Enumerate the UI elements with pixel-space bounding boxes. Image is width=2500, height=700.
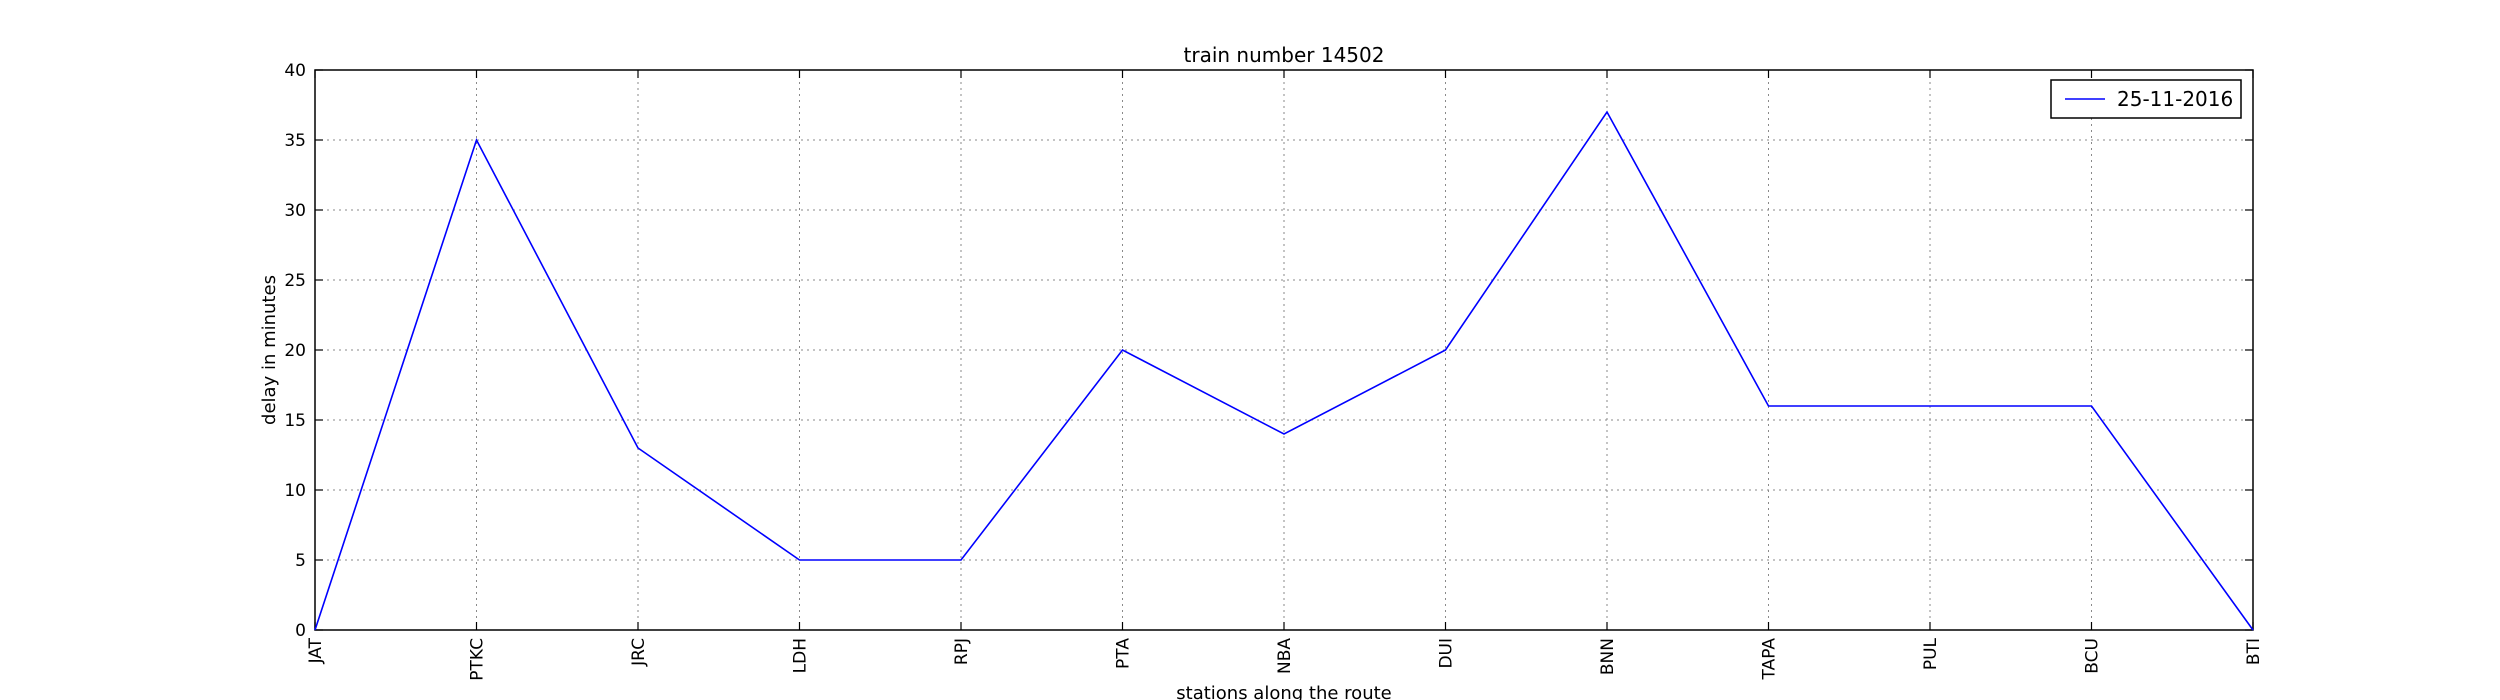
x-tick-label: PUL	[1921, 637, 1941, 670]
y-tick-label: 10	[284, 481, 306, 501]
grid	[314, 69, 2254, 631]
y-tick-label: 20	[284, 341, 306, 361]
x-tick-label: RPJ	[952, 638, 972, 665]
data-point	[1928, 404, 1932, 408]
x-tick-label: NBA	[1275, 638, 1295, 674]
x-tick-label: BTI	[2244, 638, 2264, 665]
x-tick-label: LDH	[791, 638, 811, 673]
data-point	[2251, 628, 2255, 632]
series-line	[314, 110, 2254, 631]
y-tick-label: 30	[284, 201, 306, 221]
legend: 25-11-2016	[2050, 79, 2242, 119]
x-tick-label: BCU	[2083, 638, 2103, 674]
axes	[314, 69, 2254, 631]
data-point	[636, 446, 640, 450]
data-point	[1121, 348, 1125, 352]
y-tick-label: 15	[284, 411, 306, 431]
data-point	[313, 628, 317, 632]
y-tick-label: 25	[284, 271, 306, 291]
y-tick-label: 5	[295, 551, 306, 571]
x-tick-label: JRC	[629, 638, 649, 667]
x-tick-label: JAT	[306, 637, 326, 664]
chart-title: train number 14502	[1184, 43, 1385, 67]
y-tick-label: 40	[284, 61, 306, 81]
x-tick-label: DUI	[1437, 638, 1457, 669]
y-tick-label: 35	[284, 131, 306, 151]
y-axis-title: delay in minutes	[259, 275, 280, 425]
x-tick-label: PTA	[1114, 638, 1134, 669]
y-tick-label: 0	[295, 621, 306, 641]
data-point	[475, 138, 479, 142]
data-point	[798, 558, 802, 562]
data-point	[1767, 404, 1771, 408]
legend-label: 25-11-2016	[2117, 87, 2233, 111]
data-point	[1444, 348, 1448, 352]
data-point	[2090, 404, 2094, 408]
labels: train number 14502 stations along the ro…	[259, 43, 2264, 700]
data-point	[1282, 432, 1286, 436]
series-layer	[313, 110, 2255, 632]
plot-frame	[314, 69, 2254, 631]
x-axis-title: stations along the route	[1176, 683, 1391, 700]
x-tick-label: PTKC	[468, 638, 488, 681]
x-tick-label: TAPA	[1760, 638, 1780, 681]
data-point	[959, 558, 963, 562]
x-tick-label: BNN	[1598, 638, 1618, 675]
data-point	[1605, 110, 1609, 114]
